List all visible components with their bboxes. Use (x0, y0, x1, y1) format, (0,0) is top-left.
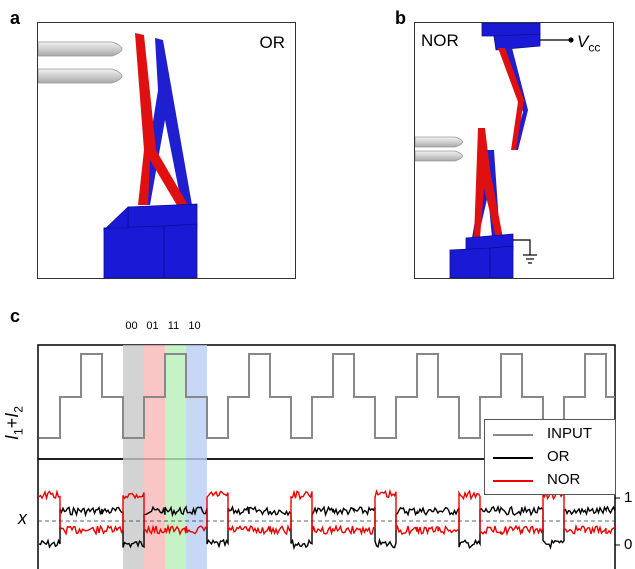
nor-gate-label: NOR (421, 31, 459, 50)
bottom-ylabel: x (18, 508, 27, 528)
band-label-01: 01 (146, 320, 159, 332)
probe-tip-icon (38, 41, 123, 57)
ground-symbol-icon (513, 239, 537, 264)
band-10 (186, 345, 207, 569)
top-beam-blue (505, 48, 528, 150)
input-trace (39, 353, 615, 439)
bottom-beam-red (474, 128, 503, 238)
ytick-1: 1 (624, 489, 633, 506)
band-label-00: 00 (125, 320, 138, 332)
panel-letter-c: c (10, 306, 21, 326)
panel-letter-b: b (395, 8, 406, 28)
top-electrode (481, 23, 541, 51)
band-11 (165, 345, 186, 569)
legend-entry-or: OR (485, 447, 615, 467)
ytick-0: 0 (624, 536, 633, 553)
band-00 (123, 345, 144, 569)
probe-tip-icon (415, 150, 463, 162)
top-ylabel: I1+I2 (2, 406, 26, 440)
fixed-electrode (103, 203, 198, 278)
band-01 (144, 345, 165, 569)
legend-entry-nor: NOR (485, 470, 615, 490)
vcc-label: Vcc (577, 32, 601, 55)
band-label-11: 11 (167, 320, 180, 332)
legend-swatch-or (493, 457, 533, 459)
legend-entry-input: INPUT (485, 424, 615, 444)
nor-trace (38, 488, 615, 537)
bottom-electrode (449, 233, 514, 278)
or-trace (38, 504, 615, 551)
probe-tip-icon (38, 68, 123, 84)
legend-swatch-nor (493, 480, 533, 482)
state-bands (123, 345, 207, 569)
probe-tip-icon (415, 136, 463, 148)
legend-swatch-input (493, 434, 533, 436)
band-label-10: 10 (188, 320, 201, 332)
panel-letter-a: a (10, 8, 21, 28)
or-gate-label: OR (259, 33, 286, 52)
cantilever-red (135, 33, 188, 207)
top-beam-red (498, 48, 524, 150)
legend: INPUT OR NOR (484, 419, 616, 495)
